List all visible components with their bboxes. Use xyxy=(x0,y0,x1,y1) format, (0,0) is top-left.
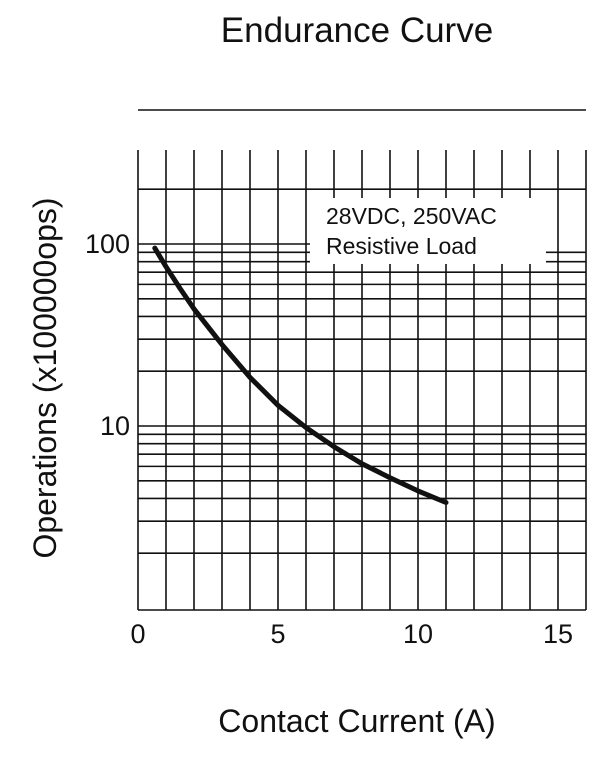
y-tick-label-10: 10 xyxy=(100,411,130,441)
annotation-background xyxy=(310,198,546,264)
annotation-line-1: 28VDC, 250VAC xyxy=(326,203,497,229)
endurance-curve-line xyxy=(152,245,449,505)
y-axis-label: Operations (x100000ops) xyxy=(27,197,63,558)
x-tick-label-5: 5 xyxy=(270,619,285,649)
x-tick-label-10: 10 xyxy=(403,619,433,649)
chart-title: Endurance Curve xyxy=(221,11,493,50)
x-tick-label-0: 0 xyxy=(130,619,145,649)
y-tick-labels: 10 100 xyxy=(85,229,130,441)
grid-layer xyxy=(137,109,587,611)
annotation-line-2: Resistive Load xyxy=(326,233,477,259)
x-tick-labels: 0 5 10 15 xyxy=(130,619,573,649)
x-axis-label: Contact Current (A) xyxy=(218,703,495,739)
x-tick-label-15: 15 xyxy=(543,619,573,649)
y-tick-label-100: 100 xyxy=(85,229,130,259)
